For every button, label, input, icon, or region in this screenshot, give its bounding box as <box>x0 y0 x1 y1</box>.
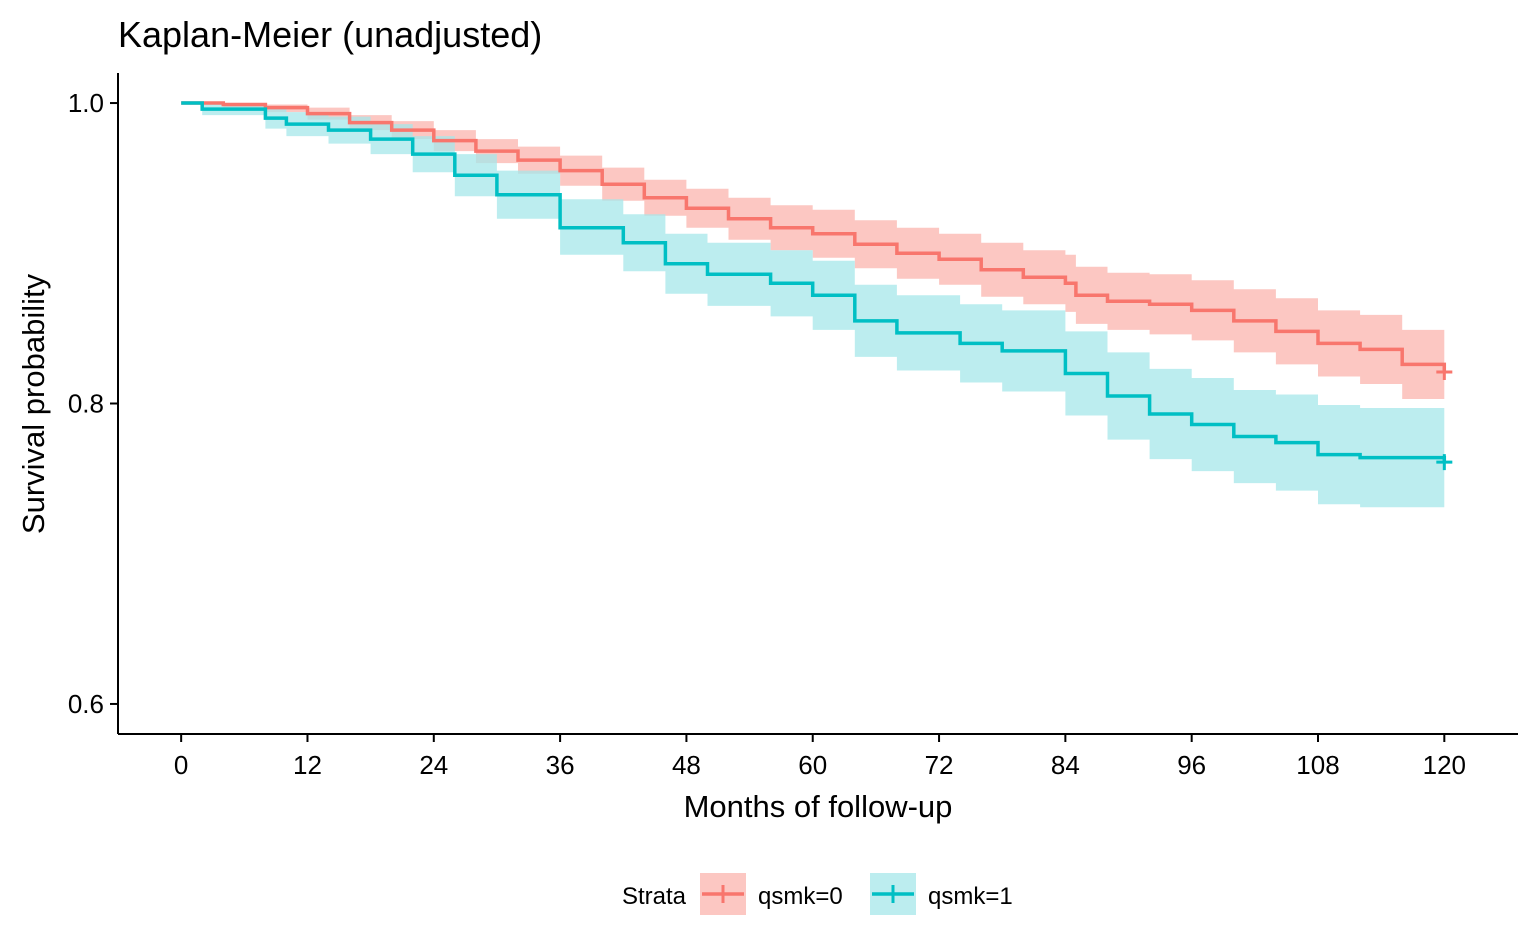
x-axis-ticks: 0 12 24 36 48 60 72 84 96 108 120 <box>174 734 1466 780</box>
x-tick-label: 12 <box>293 750 322 780</box>
survival-curve-qsmk-1 <box>181 101 1447 463</box>
censor-marks <box>1436 363 1453 471</box>
y-tick-label: 0.6 <box>68 689 104 719</box>
x-tick-label: 120 <box>1423 750 1466 780</box>
y-axis-ticks: 0.6 0.8 1.0 <box>68 88 118 719</box>
legend-label: qsmk=1 <box>928 883 1013 910</box>
legend: Strata qsmk=0 qsmk=1 <box>622 873 1013 915</box>
x-tick-label: 84 <box>1051 750 1080 780</box>
x-tick-label: 0 <box>174 750 188 780</box>
x-tick-label: 60 <box>798 750 827 780</box>
x-axis-label: Months of follow-up <box>684 789 953 824</box>
x-tick-label: 48 <box>672 750 701 780</box>
legend-item-qsmk-1: qsmk=1 <box>870 873 1013 915</box>
confidence-ribbons <box>181 103 1445 521</box>
y-tick-label: 1.0 <box>68 88 104 118</box>
survival-curve-qsmk-0 <box>181 101 1447 372</box>
legend-title: Strata <box>622 883 687 910</box>
y-tick-label: 0.8 <box>68 389 104 419</box>
legend-items: qsmk=0 qsmk=1 <box>700 873 1013 915</box>
ci-ribbon-qsmk-0 <box>181 103 1445 404</box>
censor-mark-qsmk-1 <box>1436 454 1453 471</box>
x-tick-label: 24 <box>419 750 448 780</box>
x-tick-label: 108 <box>1296 750 1339 780</box>
survival-curves <box>181 101 1447 463</box>
ci-ribbon-qsmk-1 <box>181 103 1445 521</box>
y-axis-label: Survival probability <box>16 273 51 534</box>
x-tick-label: 96 <box>1177 750 1206 780</box>
x-tick-label: 72 <box>925 750 954 780</box>
legend-item-qsmk-0: qsmk=0 <box>700 873 843 915</box>
x-tick-label: 36 <box>546 750 575 780</box>
chart-title: Kaplan-Meier (unadjusted) <box>118 14 542 55</box>
legend-label: qsmk=0 <box>758 883 843 910</box>
censor-mark-qsmk-0 <box>1436 363 1453 380</box>
